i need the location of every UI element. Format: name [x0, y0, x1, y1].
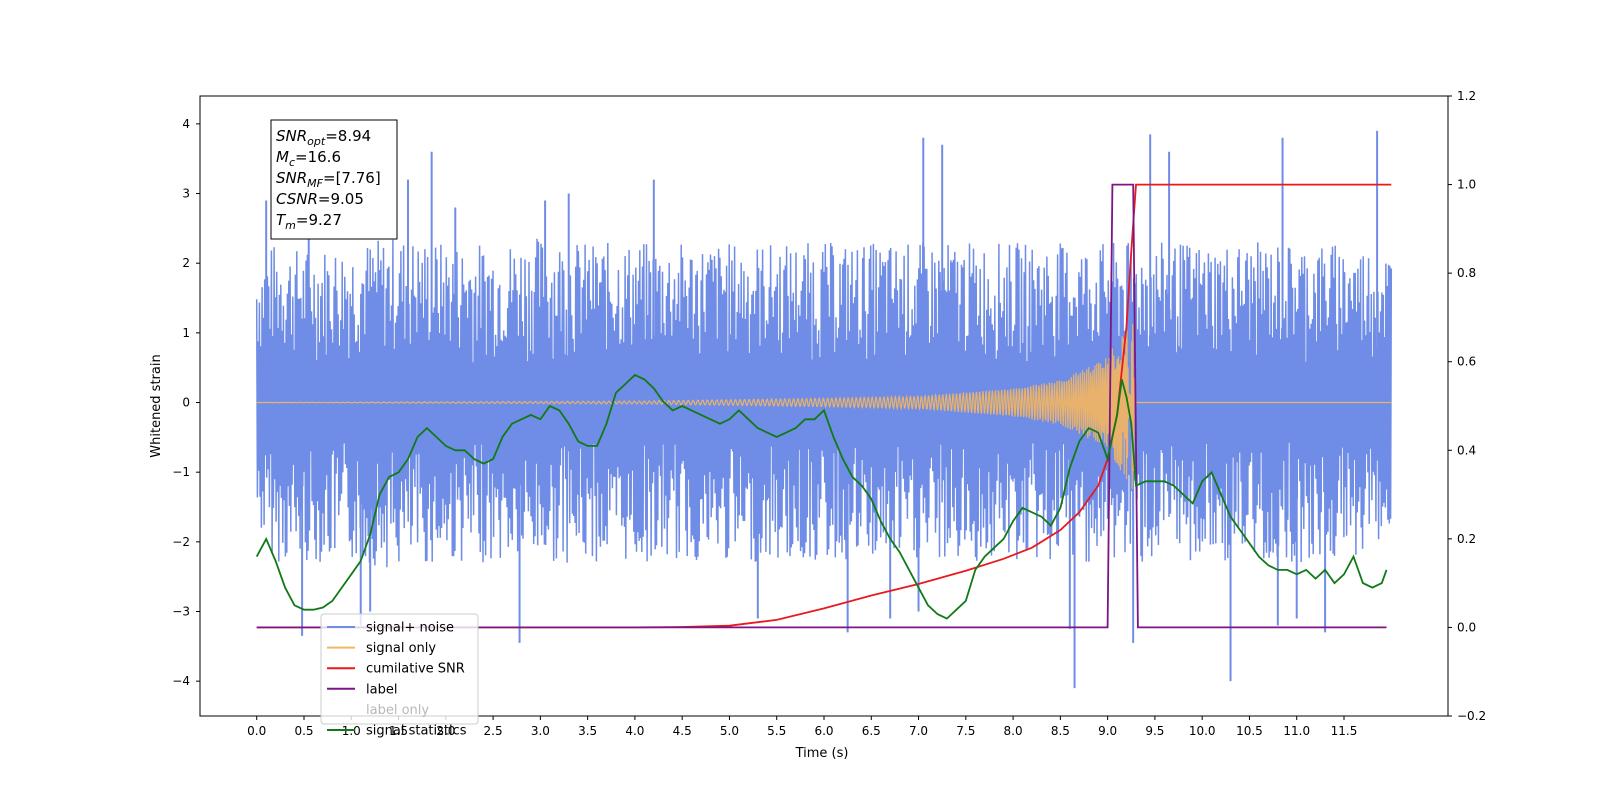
x-tick-label: 7.0 — [909, 724, 928, 738]
y-tick-label: 1 — [182, 326, 190, 340]
annotation-line: SNRMF=[7.76] — [276, 169, 381, 190]
y2-tick-label: −0.2 — [1457, 709, 1486, 723]
annotation-line: Tm=9.27 — [276, 211, 342, 232]
y-axis-left: −4 −3 −2 −1 0 1 2 3 4 — [172, 117, 200, 688]
series-signal-statistics-line — [255, 373, 1388, 620]
series-label-line — [256, 183, 1387, 629]
annotation-frame — [270, 119, 398, 240]
legend-label: signal only — [366, 641, 436, 656]
x-tick-label: 10.0 — [1189, 724, 1216, 738]
y-tick-label: −2 — [172, 535, 190, 549]
legend-frame — [320, 613, 479, 725]
x-tick-label: 4.0 — [625, 724, 644, 738]
y2-tick-label: 0.2 — [1457, 532, 1476, 546]
x-tick-label: 2.5 — [484, 724, 503, 738]
x-tick-label: 10.5 — [1236, 724, 1263, 738]
y2-tick-label: 0.6 — [1457, 355, 1476, 369]
legend-label-hidden: label only — [366, 703, 429, 718]
y-tick-label: 3 — [182, 187, 190, 201]
x-tick-label: 8.0 — [1004, 724, 1023, 738]
x-tick-label: 0.5 — [294, 724, 313, 738]
annotation-line: Mc=16.6 — [276, 148, 341, 169]
x-tick-label: 9.5 — [1145, 724, 1164, 738]
annotation-line: SNRopt=8.94 — [276, 127, 371, 148]
y-tick-label: 2 — [182, 256, 190, 270]
y2-tick-label: 1.0 — [1457, 178, 1476, 192]
y-tick-label: −1 — [172, 465, 190, 479]
x-tick-label: 8.5 — [1051, 724, 1070, 738]
x-tick-label: 1.5 — [389, 724, 408, 738]
annotation-line: CSNR=9.05 — [276, 190, 364, 208]
y2-tick-label: 1.2 — [1457, 89, 1476, 103]
x-tick-label: 3.0 — [531, 724, 550, 738]
y-tick-label: 0 — [182, 396, 190, 410]
plot-area — [255, 130, 1393, 689]
x-tick-label: 6.5 — [862, 724, 881, 738]
x-tick-label: 5.0 — [720, 724, 739, 738]
y2-tick-label: 0.0 — [1457, 620, 1476, 634]
x-tick-label: 11.0 — [1283, 724, 1310, 738]
x-tick-label: 5.5 — [767, 724, 786, 738]
y-tick-label: 4 — [182, 117, 190, 131]
x-tick-label: 2.0 — [436, 724, 455, 738]
legend-label: signal statistics — [366, 724, 467, 739]
y-tick-label: −4 — [172, 674, 190, 688]
y-tick-label: −3 — [172, 605, 190, 619]
x-axis-label: Time (s) — [795, 746, 849, 761]
x-tick-label: 11.5 — [1331, 724, 1358, 738]
x-tick-label: 7.5 — [956, 724, 975, 738]
y2-tick-label: 0.8 — [1457, 266, 1476, 280]
x-tick-label: 6.0 — [814, 724, 833, 738]
x-tick-label: 0.0 — [247, 724, 266, 738]
legend-label: cumilative SNR — [366, 662, 465, 677]
legend-label: signal+ noise — [366, 621, 454, 636]
series-signal-only-line — [256, 324, 1392, 489]
legend-label: label — [366, 682, 397, 697]
y-axis-right: −0.2 0.0 0.2 0.4 0.6 0.8 1.0 1.2 — [1448, 89, 1486, 723]
y-axis-label: Whitened strain — [149, 354, 164, 457]
legend: signal+ noise signal only cumilative SNR la… — [320, 613, 479, 739]
x-tick-label: 4.5 — [673, 724, 692, 738]
x-tick-label: 9.0 — [1098, 724, 1117, 738]
x-axis: 0.00.51.01.52.02.53.03.54.04.55.05.56.06… — [247, 716, 1357, 738]
x-tick-label: 3.5 — [578, 724, 597, 738]
series-signal-noise-line — [255, 238, 1393, 568]
y2-tick-label: 0.4 — [1457, 443, 1476, 457]
